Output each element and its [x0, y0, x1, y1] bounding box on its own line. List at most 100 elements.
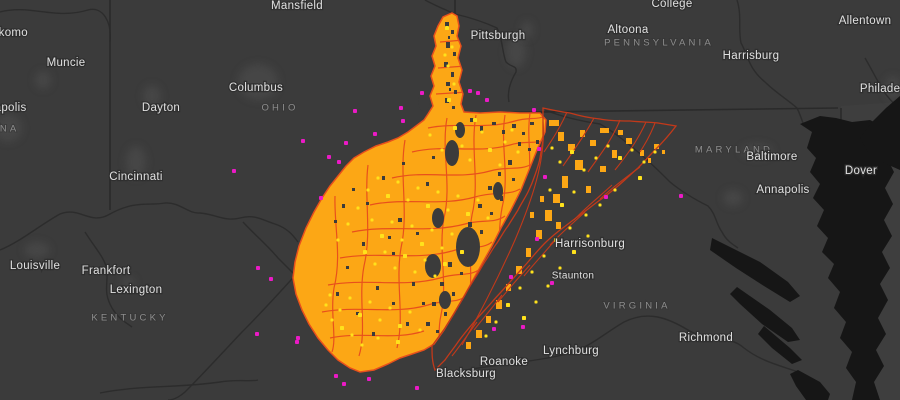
yellow-data-point[interactable] [368, 300, 372, 304]
yellow-data-point[interactable] [506, 303, 510, 307]
magenta-data-point[interactable] [327, 155, 331, 159]
yellow-data-point[interactable] [568, 226, 572, 230]
yellow-data-point[interactable] [386, 194, 390, 198]
yellow-data-point[interactable] [446, 208, 450, 212]
coverage-patch[interactable] [540, 196, 544, 202]
yellow-data-point[interactable] [582, 168, 586, 172]
yellow-data-point[interactable] [653, 150, 657, 154]
magenta-data-point[interactable] [468, 89, 472, 93]
yellow-data-point[interactable] [410, 224, 414, 228]
magenta-data-point[interactable] [415, 386, 419, 390]
yellow-data-point[interactable] [548, 188, 552, 192]
magenta-data-point[interactable] [509, 275, 513, 279]
coverage-patch[interactable] [562, 176, 568, 188]
yellow-data-point[interactable] [550, 146, 554, 150]
magenta-data-point[interactable] [476, 91, 480, 95]
magenta-data-point[interactable] [550, 281, 554, 285]
yellow-data-point[interactable] [613, 188, 617, 192]
yellow-data-point[interactable] [558, 160, 562, 164]
yellow-data-point[interactable] [378, 318, 382, 322]
yellow-data-point[interactable] [430, 228, 434, 232]
yellow-data-point[interactable] [594, 156, 598, 160]
magenta-data-point[interactable] [255, 332, 259, 336]
magenta-data-point[interactable] [296, 336, 300, 340]
yellow-data-point[interactable] [494, 320, 498, 324]
yellow-data-point[interactable] [406, 198, 410, 202]
yellow-data-point[interactable] [618, 156, 622, 160]
yellow-data-point[interactable] [440, 246, 444, 250]
coverage-patch[interactable] [526, 248, 531, 257]
magenta-data-point[interactable] [543, 175, 547, 179]
yellow-data-point[interactable] [413, 270, 417, 274]
magenta-data-point[interactable] [295, 340, 299, 344]
coverage-patch[interactable] [580, 130, 585, 137]
yellow-data-point[interactable] [516, 150, 520, 154]
magenta-data-point[interactable] [492, 327, 496, 331]
coverage-patch[interactable] [516, 266, 522, 274]
yellow-data-point[interactable] [480, 130, 484, 134]
yellow-data-point[interactable] [638, 176, 642, 180]
magenta-data-point[interactable] [367, 377, 371, 381]
yellow-data-point[interactable] [423, 258, 427, 262]
yellow-data-point[interactable] [534, 300, 538, 304]
yellow-data-point[interactable] [542, 254, 546, 258]
yellow-data-point[interactable] [560, 203, 564, 207]
yellow-data-point[interactable] [630, 148, 634, 152]
yellow-data-point[interactable] [416, 186, 420, 190]
magenta-data-point[interactable] [344, 141, 348, 145]
coverage-patch[interactable] [586, 186, 591, 193]
magenta-data-point[interactable] [521, 325, 525, 329]
coverage-patch[interactable] [600, 166, 606, 172]
magenta-data-point[interactable] [353, 109, 357, 113]
yellow-data-point[interactable] [460, 144, 464, 148]
coverage-patch[interactable] [618, 130, 623, 135]
yellow-data-point[interactable] [468, 158, 472, 162]
coverage-patch[interactable] [612, 150, 617, 158]
yellow-data-point[interactable] [450, 45, 454, 49]
yellow-data-point[interactable] [572, 250, 576, 254]
magenta-data-point[interactable] [604, 195, 608, 199]
coverage-patch[interactable] [568, 144, 575, 151]
coverage-patch[interactable] [506, 284, 511, 291]
yellow-data-point[interactable] [440, 148, 444, 152]
yellow-data-point[interactable] [466, 212, 470, 216]
yellow-data-point[interactable] [443, 262, 447, 266]
magenta-data-point[interactable] [535, 237, 539, 241]
yellow-data-point[interactable] [373, 262, 377, 266]
yellow-data-point[interactable] [642, 160, 646, 164]
yellow-data-point[interactable] [518, 286, 522, 290]
magenta-data-point[interactable] [337, 160, 341, 164]
coverage-patch[interactable] [530, 212, 534, 218]
coverage-patch[interactable] [590, 140, 596, 146]
yellow-data-point[interactable] [428, 133, 432, 137]
yellow-data-point[interactable] [328, 293, 332, 297]
yellow-data-point[interactable] [376, 336, 380, 340]
magenta-data-point[interactable] [485, 98, 489, 102]
yellow-data-point[interactable] [488, 148, 492, 152]
coverage-patch[interactable] [640, 150, 644, 156]
magenta-data-point[interactable] [256, 266, 260, 270]
coverage-patch[interactable] [626, 138, 632, 144]
yellow-data-point[interactable] [398, 324, 402, 328]
yellow-data-point[interactable] [383, 250, 387, 254]
yellow-data-point[interactable] [473, 118, 477, 122]
yellow-data-point[interactable] [436, 190, 440, 194]
coverage-patch[interactable] [466, 342, 471, 349]
magenta-point-layer[interactable] [232, 89, 683, 390]
yellow-data-point[interactable] [370, 218, 374, 222]
yellow-data-point[interactable] [336, 238, 340, 242]
yellow-data-point[interactable] [584, 213, 588, 217]
yellow-data-point[interactable] [452, 82, 456, 86]
magenta-data-point[interactable] [420, 91, 424, 95]
coverage-patch[interactable] [476, 330, 482, 338]
yellow-data-point[interactable] [503, 140, 507, 144]
coverage-patch[interactable] [545, 210, 552, 221]
yellow-data-point[interactable] [388, 306, 392, 310]
yellow-data-point[interactable] [358, 313, 362, 317]
yellow-data-point[interactable] [572, 190, 576, 194]
yellow-data-point[interactable] [380, 234, 384, 238]
yellow-data-point[interactable] [446, 64, 450, 68]
coverage-patch[interactable] [648, 158, 651, 163]
yellow-data-point[interactable] [426, 204, 430, 208]
